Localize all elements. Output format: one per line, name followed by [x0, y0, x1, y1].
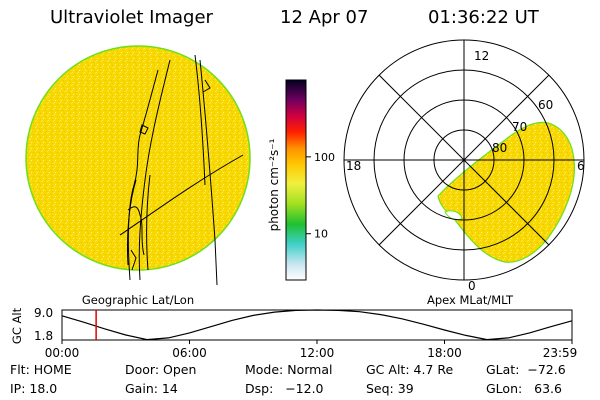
coastline-overlay: [119, 54, 244, 286]
date-label: 12 Apr 07: [280, 7, 369, 28]
mlt-label-6: 6: [577, 159, 585, 173]
mlt-label-0: 0: [468, 279, 476, 293]
status-gain: Gain: 14: [125, 381, 178, 396]
status-dsp: Dsp: −12.0: [245, 381, 324, 396]
geographic-image: [25, 45, 251, 286]
altitude-xtick-label: 23:59: [543, 346, 578, 360]
altitude-xtick-label: 12:00: [300, 346, 335, 360]
mlat-label-80: 80: [492, 141, 507, 155]
status-ip: IP: 18.0: [10, 381, 58, 396]
app-title: Ultraviolet Imager: [50, 7, 213, 28]
altitude-ytick-high: 9.0: [34, 306, 53, 320]
status-seq: Seq: 39: [366, 381, 414, 396]
polar-aurora-region: [437, 121, 576, 263]
mlt-label-12: 12: [474, 49, 489, 63]
altitude-series-line: [61, 309, 573, 341]
status-glon: GLon: 63.6: [486, 381, 562, 396]
mlat-label-60: 60: [538, 98, 553, 112]
colorbar-gradient: [285, 79, 307, 281]
colorbar: 100 10 photon cm⁻²s⁻¹: [267, 79, 335, 281]
polar-plot: 12 18 6 0 60 70 80: [343, 39, 585, 293]
left-panel-label: Geographic Lat/Lon: [82, 293, 194, 307]
polar-axis-diag2: [378, 74, 550, 246]
altitude-ytick-low: 1.8: [34, 329, 53, 343]
altitude-plot-frame: [61, 309, 573, 341]
right-panel-label: Apex MLat/MLT: [427, 293, 514, 307]
altitude-xtick-label: 18:00: [427, 346, 462, 360]
mlt-label-18: 18: [346, 159, 361, 173]
status-gc-alt: GC Alt: 4.7 Re: [366, 362, 454, 377]
status-flight: Flt: HOME: [10, 362, 72, 377]
altitude-ylabel: GC Alt: [10, 307, 24, 344]
altitude-plot: GC Alt 9.0 1.8 00:00 06:00 12:00 18:00 23:59: [10, 306, 577, 360]
altitude-xtick-label: 00:00: [45, 346, 80, 360]
time-label: 01:36:22 UT: [428, 7, 539, 28]
colorbar-ticks: 100 10: [306, 151, 335, 241]
colorbar-unit-label: photon cm⁻²s⁻¹: [267, 138, 281, 231]
mlat-label-70: 70: [512, 120, 527, 134]
status-door: Door: Open: [125, 362, 197, 377]
colorbar-tick-label: 10: [314, 228, 328, 241]
altitude-xtick-label: 06:00: [172, 346, 207, 360]
status-mode: Mode: Normal: [245, 362, 333, 377]
colorbar-tick-label: 100: [314, 151, 335, 164]
status-glat: GLat: −72.6: [486, 362, 566, 377]
altitude-xticks: 00:00 06:00 12:00 18:00 23:59: [45, 340, 578, 360]
